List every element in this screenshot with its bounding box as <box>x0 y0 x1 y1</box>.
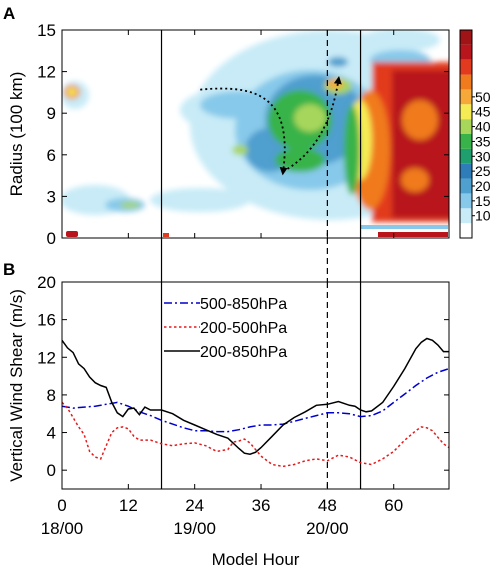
heatmap-region <box>294 104 326 132</box>
panel-b-x-tick-label: 48 <box>318 496 337 515</box>
colorbar-segment <box>460 178 472 194</box>
panel-b-y-tick-label: 8 <box>47 386 56 405</box>
heatmap-region <box>66 231 78 237</box>
panel-b-date-label: 19/00 <box>173 519 216 538</box>
panel-a-dotted-arrow <box>282 75 342 173</box>
panel-b-x-tick-label: 60 <box>384 496 403 515</box>
panel-b-series <box>62 337 449 468</box>
colorbar-segment <box>460 208 472 224</box>
panel-a-y-tick-label: 3 <box>47 187 56 206</box>
panel-a-y-tick-label: 12 <box>37 63 56 82</box>
colorbar-tick-label: 50 <box>475 89 491 105</box>
heatmap-region <box>378 232 448 237</box>
colorbar-segment <box>460 59 472 75</box>
panel-b-y-tick-label: 4 <box>47 424 56 443</box>
legend-label: 200-850hPa <box>200 344 287 361</box>
panel-b-y-tick-label: 0 <box>47 461 56 480</box>
series-line-200-500hPa <box>62 401 449 468</box>
heatmap-region <box>360 225 448 229</box>
panel-a-y-tick-label: 0 <box>47 229 56 248</box>
panel-a-y-tick-label: 6 <box>47 146 56 165</box>
panel-b-x-label: Model Hour <box>212 550 300 569</box>
colorbar-frame <box>459 29 473 239</box>
colorbar-tick-label: 35 <box>475 133 491 149</box>
panel-a-vertical-lines <box>160 30 362 238</box>
panel-b-y-label: Vertical Wind Shear (m/s) <box>7 289 26 482</box>
colorbar-tick-label: 45 <box>475 104 491 120</box>
colorbar-segment <box>460 163 472 179</box>
panel-a-label: A <box>3 4 15 23</box>
heatmap-region <box>327 79 343 89</box>
colorbar-tick-label: 10 <box>475 208 491 224</box>
colorbar-segment <box>460 44 472 60</box>
panel-b-y-tick-label: 16 <box>37 311 56 330</box>
heatmap-region <box>150 188 250 212</box>
colorbar-segment <box>460 30 472 45</box>
heatmap-region <box>205 155 255 175</box>
colorbar-tick-label: 40 <box>475 119 491 135</box>
heatmap-region <box>120 202 140 208</box>
panel-b-date-label: 20/00 <box>306 519 349 538</box>
panel-a-frame <box>61 29 450 239</box>
panel-b-x-tick-label: 0 <box>57 496 66 515</box>
colorbar-segment <box>460 134 472 149</box>
colorbar-segment <box>460 193 472 209</box>
panel-a-y-tick-label: 9 <box>47 104 56 123</box>
colorbar-segment <box>460 89 472 105</box>
panel-a-heatmap: 0 3 6 9 12 15 Radius (100 km) <box>7 21 450 248</box>
colorbar-tick-label: 15 <box>475 193 491 209</box>
heatmap-region <box>232 145 248 155</box>
panel-a-y-tick-label: 15 <box>37 21 56 40</box>
heatmap-region <box>401 168 429 192</box>
panel-b-vertical-lines <box>160 238 362 489</box>
panel-b-y-tick-label: 12 <box>37 348 56 367</box>
legend-label: 500-850hPa <box>200 296 287 313</box>
series-line-500-850hPa <box>62 367 449 433</box>
panel-a-y-label: Radius (100 km) <box>7 72 26 197</box>
panel-b-x-tick-label: 12 <box>119 496 138 515</box>
legend-label: 200-500hPa <box>200 320 287 337</box>
heatmap-region <box>163 233 169 237</box>
colorbar-tick-label: 20 <box>475 178 491 194</box>
panel-a-dotted-arrow <box>200 87 288 176</box>
panel-b-y-tick-label: 20 <box>37 273 56 292</box>
panel-a-arrows <box>200 75 342 176</box>
colorbar-tick-label: 25 <box>475 163 491 179</box>
heatmap-region <box>392 70 449 218</box>
series-line-200-850hPa <box>62 337 449 455</box>
colorbar-segment <box>460 223 472 238</box>
panel-b-x-tick-label: 24 <box>185 496 204 515</box>
panel-b-x-tick-label: 36 <box>252 496 271 515</box>
panel-b-label: B <box>3 260 15 279</box>
heatmap-region <box>200 91 280 119</box>
heatmap-region <box>360 30 440 52</box>
panel-b-frame <box>61 281 450 490</box>
heatmap-region <box>67 88 77 96</box>
colorbar-segment <box>460 74 472 90</box>
colorbar-segment <box>460 104 472 120</box>
colorbar-segment <box>460 148 472 164</box>
heatmap-region <box>344 105 360 195</box>
heatmap-region <box>328 57 348 67</box>
legend: 500-850hPa 200-500hPa 200-850hPa <box>164 296 287 361</box>
heatmap-region <box>402 100 438 140</box>
panel-a-y-axis: 0 3 6 9 12 15 <box>37 21 449 248</box>
colorbar-segment <box>460 119 472 134</box>
panel-b-date-label: 18/00 <box>41 519 84 538</box>
colorbar-tick-label: 30 <box>475 148 491 164</box>
